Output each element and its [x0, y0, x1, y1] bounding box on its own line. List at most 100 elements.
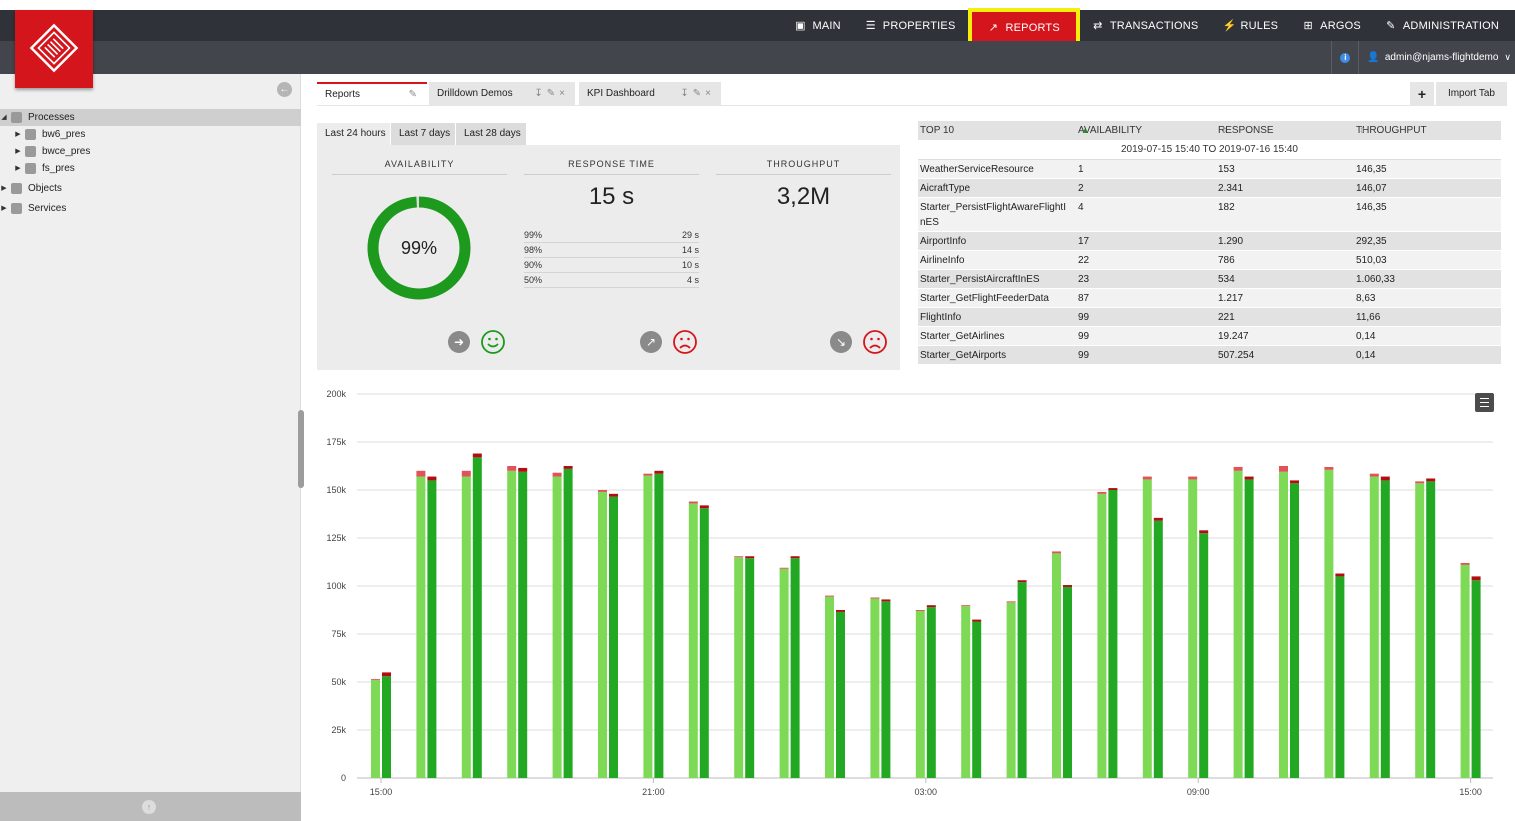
chart-icon: ↗: [988, 21, 999, 34]
cell-throughput: 146,35: [1356, 164, 1387, 175]
divider: [524, 174, 699, 175]
top10-table: TOP 10 AVAILABILITY IN %▲ RESPONSE IN MS…: [918, 121, 1501, 365]
cell-throughput: 146,35: [1356, 202, 1387, 213]
divider: [1331, 41, 1333, 74]
bar-series-a-ok: [552, 476, 562, 778]
nav-item-transactions[interactable]: ⇄ TRANSACTIONS: [1080, 10, 1211, 41]
bar-series-a-ok: [1142, 479, 1152, 778]
cell-throughput: 146,07: [1356, 183, 1387, 194]
nav-item-label: ADMINISTRATION: [1402, 19, 1499, 32]
bar-series-a-error: [688, 501, 698, 504]
table-row[interactable]: Starter_PersistAircraftInES 23 534 1.060,33: [918, 270, 1501, 289]
table-row[interactable]: Starter_PersistFlightAwareFlightInES 4 182…: [918, 198, 1501, 232]
import-tab-button[interactable]: Import Tab: [1435, 82, 1507, 106]
add-tab-button[interactable]: +: [1409, 82, 1434, 106]
tab-reports[interactable]: Reports ✎: [317, 82, 427, 106]
wrench-icon[interactable]: ✎: [692, 88, 706, 99]
wrench-icon[interactable]: ✎: [546, 88, 560, 99]
tree-item-services[interactable]: ▶ Services: [0, 200, 301, 217]
percentile-label: 90%: [524, 260, 543, 270]
sort-icon[interactable]: ⇕: [1359, 126, 1366, 135]
table-row[interactable]: FlightInfo 99 221 11,66: [918, 308, 1501, 327]
tree-item-label: fs_pres: [42, 163, 75, 174]
collapse-sidebar-icon[interactable]: ←: [277, 82, 292, 97]
table-row[interactable]: AicraftType 2 2.341 146,07: [918, 179, 1501, 198]
bar-series-b-error: [972, 619, 982, 622]
tab-kpi-dashboard[interactable]: KPI Dashboard ↧✎×: [579, 82, 721, 106]
caret-right-icon[interactable]: ▶: [15, 148, 21, 155]
bar-series-a-ok: [1324, 469, 1334, 778]
table-row[interactable]: AirportInfo 17 1.290 292,35: [918, 232, 1501, 251]
bar-series-b-error: [1426, 478, 1436, 482]
nav-item-argos[interactable]: ⊞ ARGOS: [1290, 10, 1373, 41]
sort-icon[interactable]: ⇕: [1221, 126, 1228, 135]
nav-item-main[interactable]: ▣ MAIN: [782, 10, 852, 41]
cell-throughput: 292,35: [1356, 236, 1387, 247]
bar-series-a-ok: [371, 680, 380, 778]
bw-icon: [25, 146, 36, 157]
chart-menu-icon[interactable]: [1475, 393, 1494, 412]
caret-right-icon[interactable]: ▶: [15, 165, 21, 172]
close-icon[interactable]: ×: [705, 88, 715, 99]
bar-series-a-ok: [643, 475, 653, 778]
nav-item-rules[interactable]: ⚡ RULES: [1210, 10, 1290, 41]
y-tick-label: 200k: [326, 389, 346, 399]
cell-availability: 87: [1078, 293, 1090, 304]
period-tab-24h[interactable]: Last 24 hours: [317, 123, 390, 145]
sort-asc-icon[interactable]: ▲: [1081, 126, 1089, 135]
table-row[interactable]: WeatherServiceResource 1 153 146,35: [918, 160, 1501, 179]
import-controls: + Import Tab: [1409, 82, 1507, 106]
table-row[interactable]: AirlineInfo 22 786 510,03: [918, 251, 1501, 270]
user-area: i 👤 admin@njams-flightdemo ∨: [1323, 41, 1511, 74]
bar-series-a-ok: [688, 503, 698, 778]
caret-right-icon[interactable]: ▶: [1, 185, 7, 192]
nav-item-administration[interactable]: ✎ ADMINISTRATION: [1373, 10, 1511, 41]
tree-item-fs_pres[interactable]: ▶ fs_pres: [0, 160, 301, 177]
tree-item-processes[interactable]: ◢ Processes: [0, 109, 301, 126]
percentile-label: 98%: [524, 245, 543, 255]
chevron-down-icon[interactable]: ∨: [1504, 52, 1511, 62]
arrow-down-right-icon: ↘: [830, 331, 852, 353]
sidebar-splitter-handle[interactable]: [298, 410, 304, 488]
bar-series-b-ok: [1063, 586, 1072, 778]
table-row[interactable]: Starter_GetAirports 99 507.254 0,14: [918, 346, 1501, 365]
cell-response: 1.217: [1218, 293, 1244, 304]
app-logo[interactable]: [15, 10, 93, 88]
user-icon: 👤: [1367, 52, 1380, 63]
nav-item-properties[interactable]: ☰ PROPERTIES: [853, 10, 968, 41]
download-icon[interactable]: ↧: [534, 88, 547, 99]
caret-right-icon[interactable]: ▶: [1, 205, 7, 212]
cell-name: Starter_GetAirlines: [920, 331, 1005, 342]
tree-item-bwce_pres[interactable]: ▶ bwce_pres: [0, 143, 301, 160]
percentile-value: 10 s: [681, 260, 699, 270]
nav-item-label: TRANSACTIONS: [1109, 19, 1199, 32]
table-header: TOP 10 AVAILABILITY IN %▲ RESPONSE IN MS…: [918, 121, 1501, 155]
tree-item-objects[interactable]: ▶ Objects: [0, 180, 301, 197]
cell-name: AirlineInfo: [920, 255, 965, 266]
bar-series-a-error: [643, 473, 653, 476]
cell-name: WeatherServiceResource: [920, 164, 1034, 175]
caret-right-icon[interactable]: ▶: [15, 131, 21, 138]
scroll-up-icon[interactable]: ↑: [142, 800, 156, 814]
donut-arc: [367, 196, 471, 300]
y-tick-label: 150k: [326, 485, 346, 495]
bar-series-b-error: [1380, 476, 1390, 481]
caret-down-icon[interactable]: ◢: [1, 114, 7, 121]
bar-series-b-error: [1290, 480, 1299, 484]
arrow-right-icon: ➜: [448, 331, 470, 353]
period-tab-7d[interactable]: Last 7 days: [391, 123, 455, 145]
tab-drilldown-demos[interactable]: Drilldown Demos ↧✎×: [429, 82, 575, 106]
arrow-up-right-icon: ↗: [640, 331, 662, 353]
bar-series-b-ok: [1153, 520, 1163, 778]
close-icon[interactable]: ×: [559, 88, 569, 99]
info-icon[interactable]: i: [1340, 52, 1351, 63]
column-header-name[interactable]: TOP 10: [920, 125, 955, 136]
download-icon[interactable]: ↧: [680, 88, 693, 99]
table-row[interactable]: Starter_GetAirlines 99 19.247 0,14: [918, 327, 1501, 346]
period-tab-28d[interactable]: Last 28 days: [456, 123, 526, 145]
wrench-icon[interactable]: ✎: [408, 89, 421, 100]
user-menu-label[interactable]: admin@njams-flightdemo: [1384, 52, 1499, 63]
table-row[interactable]: Starter_GetFlightFeederData 87 1.217 8,63: [918, 289, 1501, 308]
tree-item-bw6_pres[interactable]: ▶ bw6_pres: [0, 126, 301, 143]
availability-donut: 99%: [367, 196, 471, 300]
